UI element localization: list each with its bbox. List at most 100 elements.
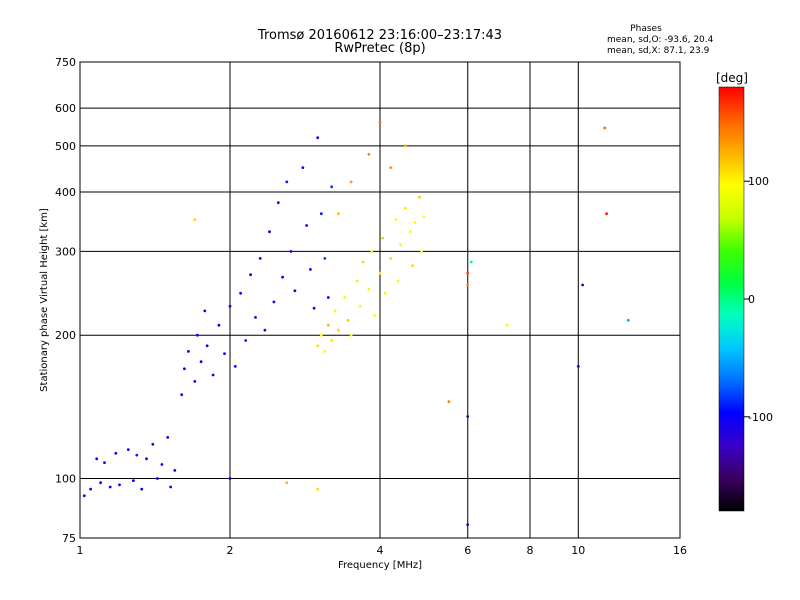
data-point <box>258 257 262 260</box>
data-point <box>404 206 407 210</box>
chart-title: Tromsø 20160612 23:16:00–23:17:43 <box>257 28 502 43</box>
data-point <box>378 121 382 124</box>
data-point <box>466 271 470 275</box>
data-point <box>233 365 237 368</box>
data-point <box>418 195 421 199</box>
data-point <box>239 291 243 295</box>
data-point <box>285 481 289 485</box>
data-point <box>249 273 253 277</box>
data-point <box>276 201 280 205</box>
colorbar-tick-label: 0 <box>748 293 755 306</box>
data-point <box>95 457 99 461</box>
data-point <box>108 485 112 489</box>
data-point <box>309 268 312 271</box>
data-point <box>281 275 284 279</box>
data-point <box>420 250 424 253</box>
data-point <box>312 306 316 310</box>
data-point <box>396 279 400 283</box>
data-point <box>361 260 365 264</box>
y-tick-label: 600 <box>55 102 76 115</box>
data-point <box>337 328 340 332</box>
stats-heading: Phases <box>630 24 662 34</box>
data-point <box>389 257 392 260</box>
data-point <box>89 487 92 491</box>
data-point <box>183 367 186 371</box>
data-point <box>603 126 607 130</box>
data-point <box>180 393 184 397</box>
data-point <box>349 180 353 184</box>
data-point <box>358 304 362 308</box>
x-tick-label: 1 <box>77 544 84 557</box>
data-point <box>132 479 135 482</box>
data-point <box>370 250 374 253</box>
data-point <box>576 365 580 368</box>
data-point <box>289 250 293 253</box>
data-point <box>373 314 376 317</box>
data-point <box>466 415 470 418</box>
data-point <box>316 136 320 140</box>
data-point <box>505 323 509 327</box>
data-point <box>160 463 164 466</box>
y-ticks: 75 100 200 300 400 500 600 750 <box>55 56 76 545</box>
data-point <box>581 283 584 287</box>
y-tick-label: 750 <box>55 56 76 69</box>
data-point <box>319 333 323 337</box>
data-point <box>199 360 203 364</box>
y-tick-label: 100 <box>55 473 76 486</box>
data-point <box>263 328 267 332</box>
x-ticks: 1 2 4 6 8 10 16 <box>77 544 688 557</box>
data-point <box>228 304 232 308</box>
data-point <box>469 260 473 264</box>
data-point <box>447 400 451 404</box>
colorbar-ticks: 100 0 -100 <box>744 175 773 424</box>
y-tick-label: 500 <box>55 140 76 153</box>
colorbar-label: [deg] <box>716 71 748 85</box>
data-point <box>173 469 177 472</box>
data-point <box>349 333 353 337</box>
data-point <box>343 296 347 299</box>
data-point <box>305 224 308 227</box>
data-point <box>466 283 470 287</box>
data-point <box>228 477 232 480</box>
data-point <box>323 257 327 260</box>
data-point <box>156 477 159 480</box>
data-point <box>378 271 382 275</box>
data-point <box>301 166 305 170</box>
x-tick-label: 2 <box>227 544 234 557</box>
data-point <box>166 436 170 439</box>
x-tick-label: 4 <box>377 544 384 557</box>
data-point <box>223 352 226 355</box>
data-points <box>82 121 630 527</box>
data-point <box>203 309 207 313</box>
data-point <box>103 461 106 464</box>
data-point <box>330 339 334 342</box>
y-axis-label: Stationary phase Virtual Height [km] <box>39 208 50 392</box>
chart-subtitle: RwPretec (8p) <box>334 41 425 56</box>
data-point <box>187 350 190 353</box>
data-point <box>205 344 209 348</box>
data-point <box>399 243 402 247</box>
colorbar-tick-label: -100 <box>748 411 773 424</box>
data-point <box>114 451 118 455</box>
data-point <box>151 442 155 446</box>
data-point <box>346 318 350 322</box>
colorbar-tick-label: 100 <box>748 175 769 188</box>
data-point <box>605 212 608 216</box>
y-tick-label: 400 <box>55 186 76 199</box>
data-point <box>193 380 197 383</box>
data-point <box>394 218 398 222</box>
data-point <box>319 212 323 216</box>
data-point <box>626 318 630 322</box>
x-axis-label: Frequency [MHz] <box>338 560 422 571</box>
data-point <box>422 215 426 219</box>
data-point <box>254 316 257 319</box>
data-point <box>145 457 148 461</box>
data-point <box>337 212 340 216</box>
data-point <box>326 296 330 299</box>
data-point <box>411 264 414 268</box>
data-point <box>367 152 371 156</box>
data-point <box>367 287 371 291</box>
data-point <box>333 309 337 313</box>
data-point <box>285 180 289 184</box>
